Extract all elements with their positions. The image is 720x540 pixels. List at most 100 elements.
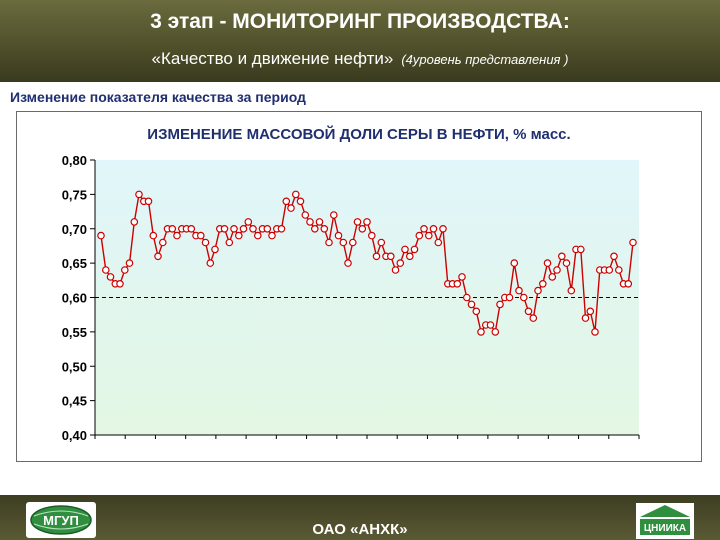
data-point <box>429 225 438 233</box>
mgup-logo: МГУП <box>26 502 96 538</box>
data-point <box>543 259 552 267</box>
data-point <box>344 259 352 267</box>
data-point <box>125 259 134 267</box>
data-point <box>391 266 400 274</box>
data-point <box>211 245 219 254</box>
data-point <box>135 190 143 199</box>
data-point <box>282 197 291 206</box>
data-point <box>624 280 633 288</box>
y-tick-label: 0,50 <box>62 359 87 374</box>
subtitle-text: «Качество и движение нефти» <box>151 49 394 68</box>
data-point <box>244 218 253 226</box>
data-point <box>353 218 362 226</box>
data-point <box>567 286 576 295</box>
data-point <box>239 225 248 233</box>
data-point <box>235 231 243 240</box>
data-point <box>496 300 504 309</box>
y-tick-label: 0,40 <box>62 428 87 443</box>
data-point <box>348 238 357 247</box>
data-point <box>97 231 105 240</box>
data-point <box>197 231 205 240</box>
data-point <box>334 231 343 240</box>
y-tick-label: 0,65 <box>62 256 87 271</box>
page-title: 3 этап - МОНИТОРИНГ ПРОИЗВОДСТВА: <box>150 10 570 33</box>
header-bar: 3 этап - МОНИТОРИНГ ПРОИЗВОДСТВА: «Качес… <box>0 0 720 82</box>
data-point <box>581 314 590 322</box>
data-point <box>519 293 528 302</box>
y-tick-label: 0,60 <box>62 291 87 306</box>
page-subtitle: «Качество и движение нефти» (4уровень пре… <box>0 49 720 69</box>
data-point <box>102 266 110 274</box>
data-point <box>306 218 314 226</box>
data-point <box>301 211 310 219</box>
y-tick-label: 0,70 <box>62 222 87 237</box>
cniika-logo: ЦНИИКА <box>636 503 694 539</box>
data-point <box>614 266 623 274</box>
data-point <box>420 225 428 233</box>
data-point <box>268 231 276 240</box>
data-point <box>159 238 167 247</box>
data-point <box>329 211 338 219</box>
y-tick-label: 0,45 <box>62 394 87 409</box>
data-point <box>491 328 500 336</box>
y-tick-label: 0,75 <box>62 187 87 202</box>
data-point <box>524 307 533 316</box>
data-point <box>434 238 443 247</box>
data-point <box>586 307 595 316</box>
chart-title: ИЗМЕНЕНИЕ МАССОВОЙ ДОЛИ СЕРЫ В НЕФТИ, % … <box>147 126 571 143</box>
data-point <box>386 252 395 261</box>
data-point <box>415 231 424 240</box>
data-point <box>424 231 433 240</box>
data-point <box>325 238 333 247</box>
data-point <box>230 225 238 233</box>
data-point <box>206 259 215 267</box>
data-point <box>106 273 115 281</box>
data-point <box>296 197 305 206</box>
data-point <box>377 238 386 247</box>
plot-area <box>95 160 639 435</box>
sulfur-chart: 0,80 0,75 0,70 0,65 0,60 0,55 0,50 0,45 0,40 <box>62 153 640 443</box>
svg-text:ЦНИИКА: ЦНИИКА <box>644 523 686 534</box>
data-point <box>510 259 519 267</box>
data-point <box>263 225 272 233</box>
data-point <box>548 273 557 281</box>
data-point <box>401 245 409 254</box>
data-point <box>225 238 234 247</box>
data-point <box>591 328 599 336</box>
svg-text:МГУП: МГУП <box>43 513 79 528</box>
data-point <box>553 266 561 274</box>
company-name: ОАО «АНХК» <box>312 521 408 538</box>
data-point <box>605 266 614 274</box>
data-point <box>486 321 495 329</box>
data-point <box>458 273 466 281</box>
data-point <box>472 307 481 316</box>
data-point <box>121 266 129 274</box>
data-point <box>453 280 462 288</box>
data-point <box>363 218 371 226</box>
data-point <box>538 280 547 288</box>
data-point <box>515 286 523 295</box>
data-point <box>168 225 177 233</box>
data-point <box>277 225 286 233</box>
data-point <box>320 225 329 233</box>
data-point <box>358 225 367 233</box>
chart-frame: 0,80 0,75 0,70 0,65 0,60 0,55 0,50 0,45 0,40 ИЗМ… <box>16 111 702 462</box>
data-point <box>477 328 485 336</box>
data-point <box>187 225 196 233</box>
data-point <box>534 286 542 295</box>
data-point <box>201 238 210 247</box>
data-point <box>287 204 295 212</box>
data-point <box>130 218 139 226</box>
data-point <box>396 259 405 267</box>
data-point <box>576 245 585 254</box>
data-point <box>315 218 324 226</box>
data-point <box>562 259 571 267</box>
data-point <box>220 225 229 233</box>
data-point <box>144 197 153 206</box>
data-point <box>149 231 158 240</box>
data-point <box>557 252 566 261</box>
data-point <box>462 293 471 302</box>
footer-bar <box>0 495 720 540</box>
data-point <box>629 238 637 247</box>
data-point <box>154 252 162 261</box>
